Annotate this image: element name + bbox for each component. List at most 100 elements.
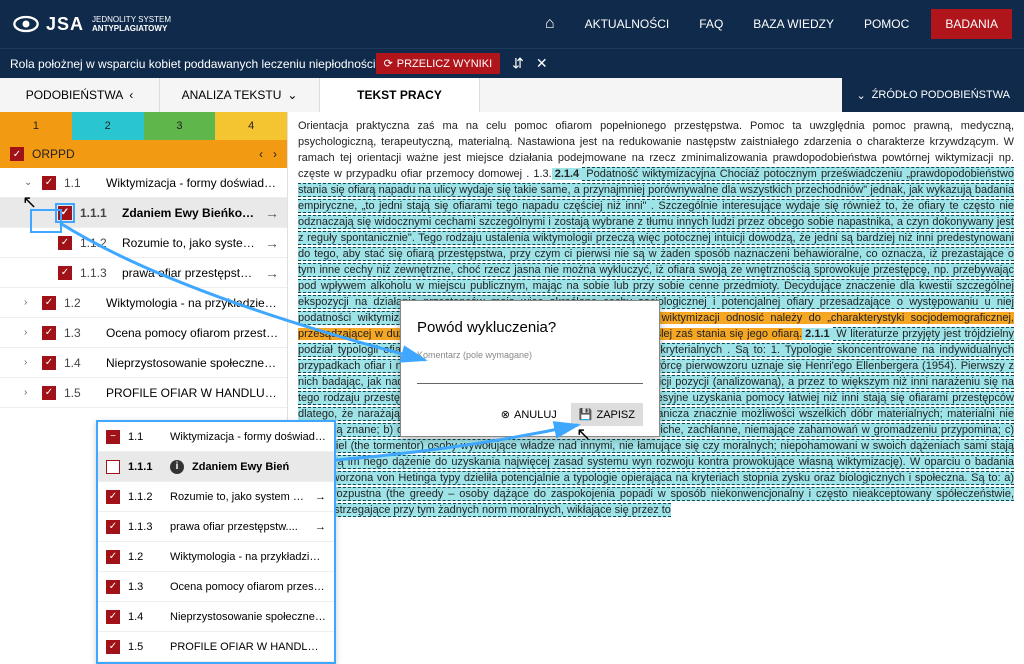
logo: JSA JEDNOLITY SYSTEM ANTYPLAGIATOWY bbox=[12, 10, 171, 38]
main-nav: ⌂ AKTUALNOŚCI FAQ BAZA WIEDZY POMOC BADA… bbox=[537, 9, 1012, 39]
nav-aktualnosci[interactable]: AKTUALNOŚCI bbox=[577, 11, 678, 37]
tree-row[interactable]: 1.1.3prawa ofiar przestępstw...→ bbox=[0, 258, 287, 288]
expand-icon[interactable]: › bbox=[24, 327, 34, 338]
row-checkbox[interactable] bbox=[106, 460, 120, 474]
modal-hint: Komentarz (pole wymagane) bbox=[417, 350, 643, 360]
tree-row[interactable]: ›1.2Wiktymologia - na przykładzie of... bbox=[0, 288, 287, 318]
tab-analiza-tekstu[interactable]: ANALIZA TEKSTU ⌄ bbox=[160, 78, 320, 112]
chevron-down-icon: ⌄ bbox=[287, 88, 297, 102]
tab-podobienstwa[interactable]: PODOBIEŃSTWA ‹ bbox=[0, 78, 160, 112]
modal-title: Powód wykluczenia? bbox=[417, 319, 643, 336]
row-checkbox[interactable] bbox=[42, 356, 56, 370]
color-3[interactable]: 3 bbox=[144, 112, 216, 140]
tree-row[interactable]: › 1.5 PROFILE OFIAR W HANDLU LU... bbox=[0, 378, 287, 408]
orppd-checkbox[interactable] bbox=[10, 147, 24, 161]
row-checkbox[interactable] bbox=[106, 610, 120, 624]
row-number: 1.1.1 bbox=[128, 461, 162, 473]
row-number: 1.5 bbox=[64, 386, 98, 400]
expand-icon[interactable]: ⌄ bbox=[24, 177, 34, 188]
row-number: 1.1.1 bbox=[80, 206, 114, 220]
cancel-button[interactable]: ⊗ ANULUJ bbox=[493, 403, 565, 426]
source-similarity-toggle[interactable]: ⌄ ŹRÓDŁO PODOBIEŃSTWA bbox=[842, 78, 1024, 112]
row-checkbox[interactable] bbox=[42, 176, 56, 190]
color-1[interactable]: 1 bbox=[0, 112, 72, 140]
recalc-button[interactable]: ⟳ PRZELICZ WYNIKI bbox=[376, 53, 501, 74]
popup-row[interactable]: 1.1.2Rozumie to, jako system cec...→ bbox=[98, 482, 334, 512]
row-checkbox[interactable] bbox=[42, 386, 56, 400]
row-label: Zdaniem Ewy Bieńkowskiej.... bbox=[122, 206, 257, 220]
info-icon[interactable]: i bbox=[170, 460, 184, 474]
exclusion-reason-modal: Powód wykluczenia? Komentarz (pole wymag… bbox=[400, 300, 660, 437]
row-checkbox[interactable] bbox=[106, 520, 120, 534]
row-label: Ocena pomocy ofiarom przestę... bbox=[170, 581, 326, 593]
row-checkbox[interactable] bbox=[42, 296, 56, 310]
next-icon[interactable]: › bbox=[273, 147, 277, 161]
home-icon[interactable]: ⌂ bbox=[537, 9, 563, 39]
ref-badge[interactable]: 2.1.4 bbox=[552, 168, 582, 180]
tree-row[interactable]: ⌄1.1Wiktymizacja - formy doświadcza... bbox=[0, 168, 287, 198]
goto-icon[interactable]: → bbox=[265, 265, 279, 281]
row-checkbox[interactable] bbox=[58, 206, 72, 220]
ref-badge[interactable]: 2.1.1 bbox=[802, 328, 832, 340]
row-label: PROFILE OFIAR W HANDLU LU... bbox=[106, 386, 279, 400]
goto-icon[interactable]: → bbox=[265, 235, 279, 251]
row-checkbox[interactable] bbox=[106, 640, 120, 654]
popup-row[interactable]: 1.5PROFILE OFIAR W HANDLU LU... bbox=[98, 632, 334, 662]
tree-row[interactable]: 1.1.1 Zdaniem Ewy Bieńkowskiej.... → bbox=[0, 198, 287, 228]
tree-row[interactable]: ›1.3Ocena pomocy ofiarom przestę... bbox=[0, 318, 287, 348]
chevron-left-icon: ‹ bbox=[129, 88, 133, 102]
popup-row[interactable]: 1.3Ocena pomocy ofiarom przestę... bbox=[98, 572, 334, 602]
tab-label: TEKST PRACY bbox=[357, 88, 442, 102]
popup-row[interactable]: 1.4Nieprzystosowanie społeczne dzi... bbox=[98, 602, 334, 632]
tabs-row: PODOBIEŃSTWA ‹ ANALIZA TEKSTU ⌄ TEKST PR… bbox=[0, 78, 1024, 112]
brand-sub1: JEDNOLITY SYSTEM bbox=[92, 15, 171, 24]
row-checkbox[interactable] bbox=[106, 430, 120, 444]
orppd-header[interactable]: ORPPD ‹ › bbox=[0, 140, 287, 168]
source-label: ŹRÓDŁO PODOBIEŃSTWA bbox=[872, 89, 1010, 101]
chevron-down-icon: ⌄ bbox=[856, 89, 865, 102]
tree-row[interactable]: ›1.4Nieprzystosowanie społeczne dzi... bbox=[0, 348, 287, 378]
row-checkbox[interactable] bbox=[42, 326, 56, 340]
brand-sub2: ANTYPLAGIATOWY bbox=[92, 24, 171, 33]
expand-icon[interactable]: › bbox=[24, 297, 34, 308]
row-number: 1.1.3 bbox=[80, 266, 114, 280]
row-label: Wiktymologia - na przykładzie of... bbox=[170, 551, 326, 563]
color-2[interactable]: 2 bbox=[72, 112, 144, 140]
tab-label: ANALIZA TEKSTU bbox=[182, 88, 282, 102]
row-checkbox[interactable] bbox=[58, 236, 72, 250]
row-label: Wiktymologia - na przykładzie of... bbox=[106, 296, 279, 310]
comment-input[interactable] bbox=[417, 364, 643, 384]
row-number: 1.1.2 bbox=[128, 491, 162, 503]
popup-row[interactable]: 1.1Wiktymizacja - formy doświadcza... bbox=[98, 422, 334, 452]
prev-icon[interactable]: ‹ bbox=[259, 147, 263, 161]
tab-label: PODOBIEŃSTWA bbox=[26, 88, 124, 102]
row-checkbox[interactable] bbox=[106, 550, 120, 564]
color-4[interactable]: 4 bbox=[215, 112, 287, 140]
popup-row[interactable]: 1.1.1iZdaniem Ewy Bień bbox=[98, 452, 334, 482]
row-checkbox[interactable] bbox=[58, 266, 72, 280]
popup-row[interactable]: 1.2Wiktymologia - na przykładzie of... bbox=[98, 542, 334, 572]
save-label: ZAPISZ bbox=[596, 409, 635, 421]
tree-row[interactable]: 1.1.2Rozumie to, jako system cec...→ bbox=[0, 228, 287, 258]
popup-row[interactable]: 1.1.3prawa ofiar przestępstw....→ bbox=[98, 512, 334, 542]
refresh-icon: ⟳ bbox=[384, 57, 393, 70]
row-checkbox[interactable] bbox=[106, 580, 120, 594]
tab-tekst-pracy[interactable]: TEKST PRACY bbox=[320, 78, 480, 112]
row-number: 1.4 bbox=[128, 611, 162, 623]
goto-icon[interactable]: → bbox=[265, 205, 279, 221]
save-button[interactable]: 💾 ZAPISZ bbox=[571, 403, 643, 426]
nav-badania[interactable]: BADANIA bbox=[931, 9, 1012, 39]
nav-faq[interactable]: FAQ bbox=[691, 11, 731, 37]
goto-icon[interactable]: → bbox=[315, 491, 326, 503]
brand-name: JSA bbox=[46, 14, 84, 35]
nav-baza-wiedzy[interactable]: BAZA WIEDZY bbox=[745, 11, 842, 37]
popup-tree: 1.1Wiktymizacja - formy doświadcza... 1.1… bbox=[96, 420, 336, 664]
expand-icon[interactable]: › bbox=[24, 357, 34, 368]
document-title: Rola położnej w wsparciu kobiet poddawan… bbox=[10, 57, 376, 71]
row-checkbox[interactable] bbox=[106, 490, 120, 504]
expand-icon[interactable]: › bbox=[24, 387, 34, 398]
close-icon[interactable]: ✕ bbox=[536, 55, 548, 72]
nav-pomoc[interactable]: POMOC bbox=[856, 11, 917, 37]
goto-icon[interactable]: → bbox=[315, 521, 326, 533]
collapse-icon[interactable]: ⇵ bbox=[512, 55, 524, 72]
